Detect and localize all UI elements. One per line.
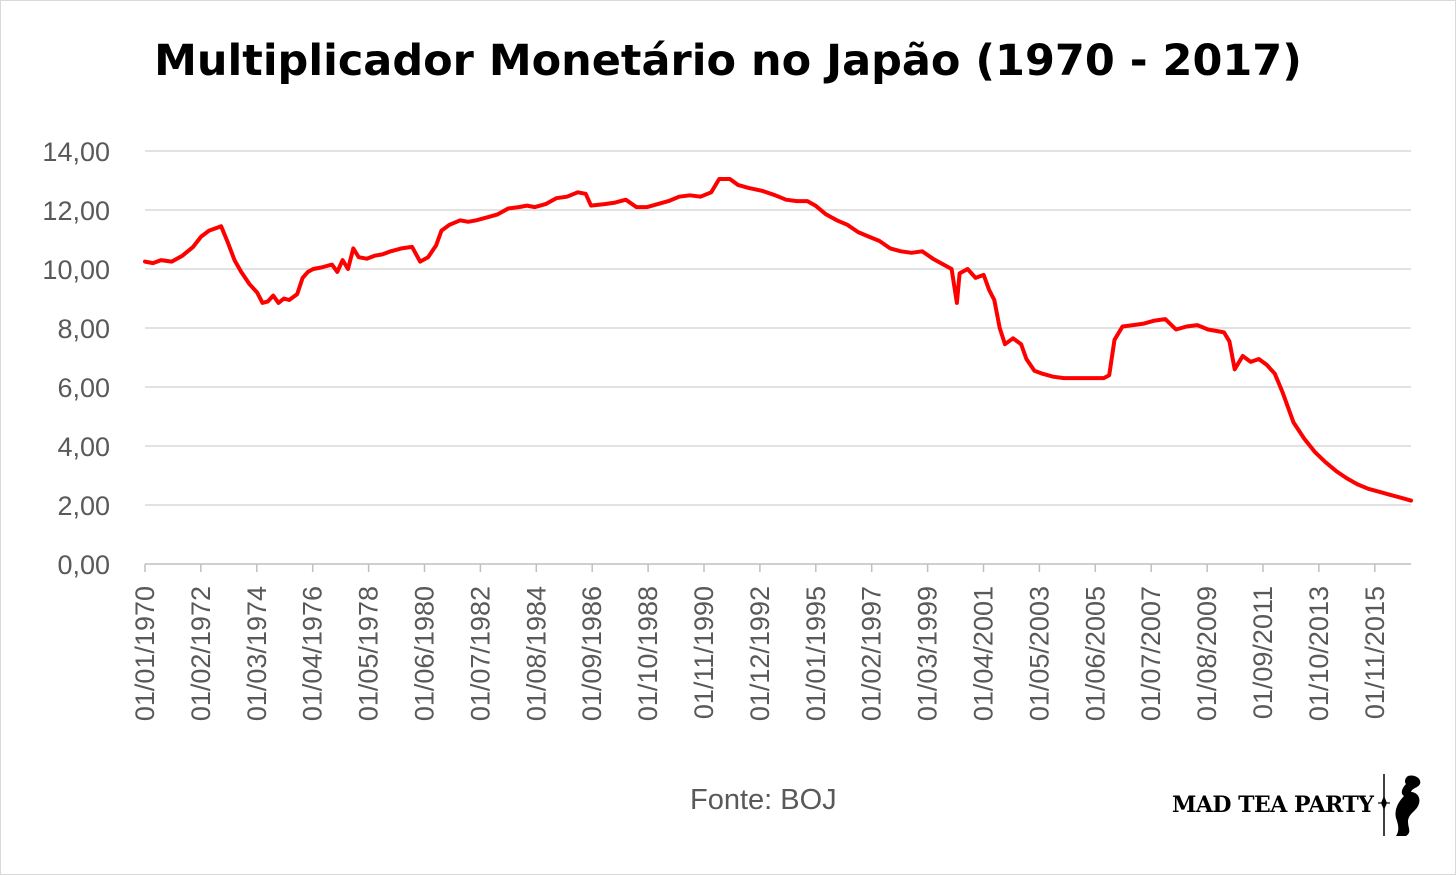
x-axis-ticks: 01/01/1970 01/02/1972 01/03/1974 01/04/1976… <box>130 564 1390 721</box>
chart-title: Multiplicador Monetário no Japão (1970 -… <box>154 36 1302 86</box>
x-tick-label: 01/01/1995 <box>801 586 831 721</box>
y-tick-label: 8,00 <box>57 314 110 344</box>
rabbit-silhouette-icon <box>1377 774 1420 836</box>
x-tick-label: 01/12/1992 <box>745 586 775 721</box>
x-tick-label: 01/11/2015 <box>1360 586 1390 719</box>
x-tick-label: 01/08/1984 <box>521 586 551 721</box>
x-tick-label: 01/05/1978 <box>354 586 384 721</box>
x-tick-label: 01/08/2009 <box>1192 586 1222 721</box>
logo-wordmark: MAD TEA PARTY <box>1172 792 1374 818</box>
x-tick-label: 01/10/1988 <box>633 586 663 721</box>
brand-logo: MAD TEA PARTY <box>1172 772 1428 838</box>
y-axis-ticks: 0,00 2,00 4,00 6,00 8,00 10,00 12,00 14,00 <box>42 137 110 580</box>
source-note: Fonte: BOJ <box>690 784 837 816</box>
x-tick-label: 01/09/2011 <box>1248 586 1278 719</box>
y-tick-label: 10,00 <box>42 255 110 285</box>
x-tick-label: 01/11/1990 <box>689 586 719 719</box>
x-tick-label: 01/06/2005 <box>1080 586 1110 721</box>
y-tick-label: 6,00 <box>57 373 110 403</box>
x-tick-label: 01/03/1974 <box>242 586 272 721</box>
y-tick-label: 2,00 <box>57 491 110 521</box>
x-tick-label: 01/07/1982 <box>465 586 495 721</box>
x-tick-label: 01/09/1986 <box>577 586 607 721</box>
y-tick-label: 14,00 <box>42 137 110 167</box>
x-tick-label: 01/10/2013 <box>1304 586 1334 721</box>
series-line-layer <box>143 177 1413 503</box>
x-tick-label: 01/03/1999 <box>913 586 943 721</box>
x-tick-label: 01/02/1972 <box>186 586 216 721</box>
x-tick-label: 01/07/2007 <box>1136 586 1166 721</box>
x-tick-label: 01/02/1997 <box>857 586 887 721</box>
y-tick-label: 0,00 <box>57 550 110 580</box>
gridlines <box>145 150 1411 506</box>
series-line <box>143 177 1413 503</box>
x-tick-label: 01/04/2001 <box>969 586 999 721</box>
y-tick-label: 12,00 <box>42 196 110 226</box>
x-tick-label: 01/05/2003 <box>1024 586 1054 721</box>
x-tick-label: 01/04/1976 <box>298 586 328 721</box>
y-tick-label: 4,00 <box>57 432 110 462</box>
x-tick-label: 01/06/1980 <box>410 586 440 721</box>
x-tick-label: 01/01/1970 <box>130 586 160 721</box>
